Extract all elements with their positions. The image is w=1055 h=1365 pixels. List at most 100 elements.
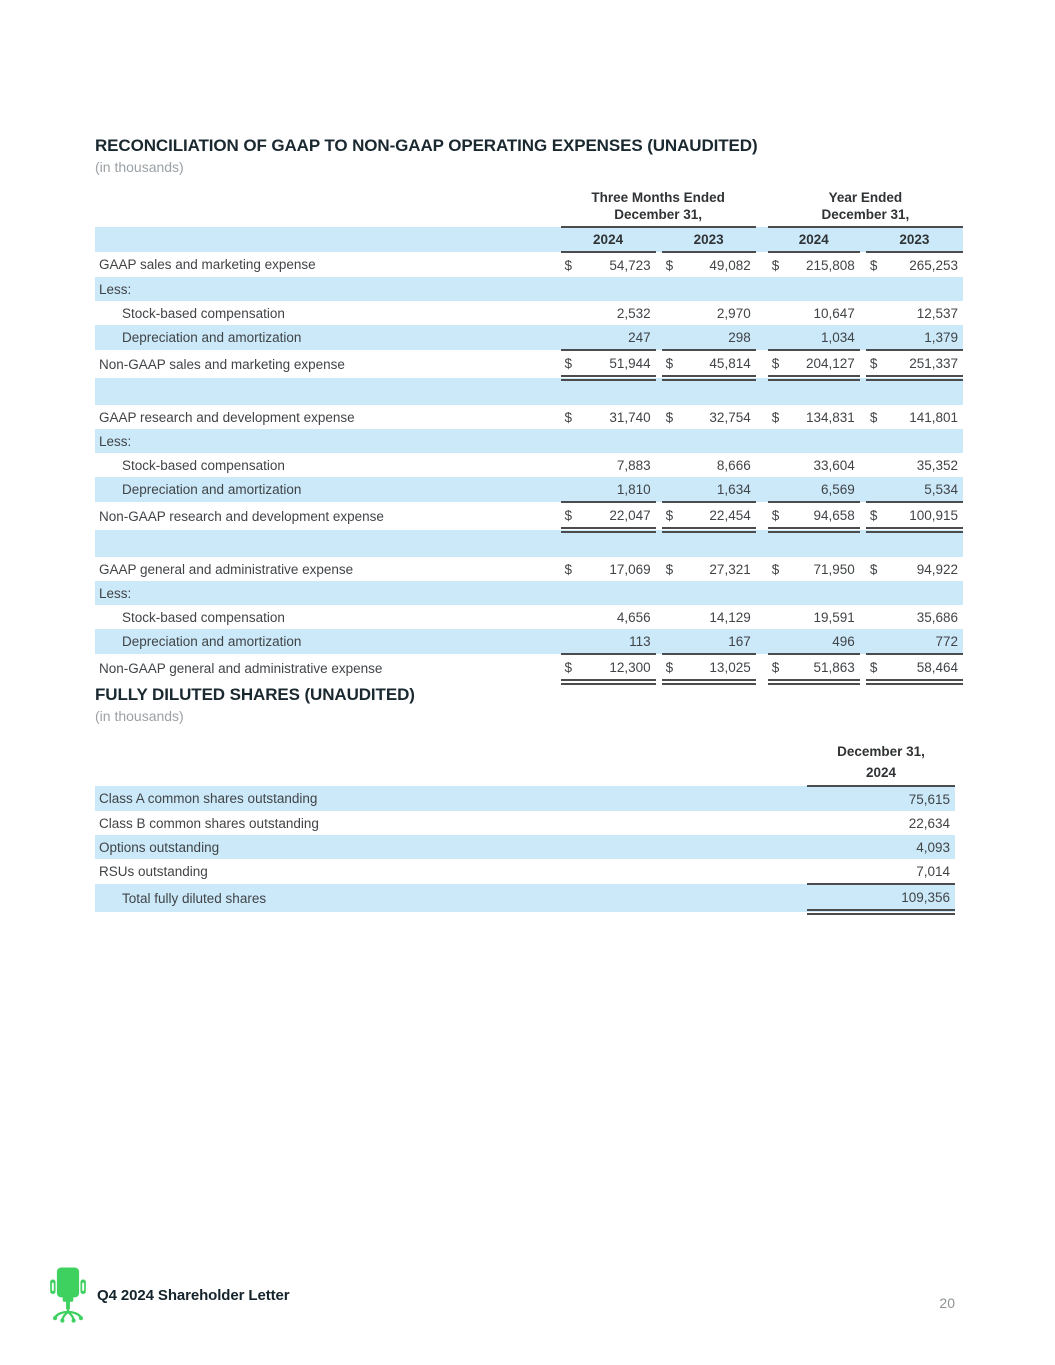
column-gap (756, 605, 768, 629)
shares-column-header: December 31, 2024 (807, 741, 955, 788)
value-cell: 75,615 (908, 791, 950, 807)
currency-cell: $ (661, 350, 680, 382)
value-cell: 2,532 (616, 305, 651, 321)
value-cell: 113 (578, 629, 656, 656)
currency-cell (768, 581, 786, 605)
col-header-line1: December 31, (837, 743, 925, 759)
value-cell: 27,321 (709, 561, 751, 577)
expense-row: GAAP general and administrative expense $… (95, 557, 963, 581)
empty-header-cell (95, 227, 561, 252)
currency-cell (768, 277, 786, 301)
value-cell (680, 581, 756, 605)
value-cell (579, 378, 656, 405)
value-cell: 51,944 (578, 350, 656, 382)
value-cell: 4,656 (616, 609, 651, 625)
column-gap (756, 502, 768, 530)
value-cell (884, 378, 963, 405)
gaap-reconciliation-table: Three Months Ended December 31, Year End… (95, 188, 963, 686)
value-cell: 141,801 (909, 409, 958, 425)
column-gap (756, 252, 768, 277)
currency-cell: $ (661, 502, 680, 534)
value-cell: 17,069 (609, 561, 651, 577)
value-cell: 8,666 (716, 457, 751, 473)
col-group-label-line2: December 31, (821, 206, 910, 222)
shares-row: Class A common shares outstanding 75,615 (95, 786, 955, 812)
value-cell: 772 (883, 629, 963, 656)
currency-cell: $ (564, 257, 573, 273)
expense-row: Depreciation and amortization 1,810 1,634 6… (95, 477, 963, 504)
column-gap (756, 629, 768, 654)
col-group-three-months: Three Months Ended December 31, (560, 188, 756, 229)
row-label: Total fully diluted shares (122, 890, 267, 906)
value-cell: 45,814 (679, 350, 756, 382)
value-cell: 13,025 (679, 654, 756, 686)
column-gap (756, 477, 768, 502)
currency-cell (662, 429, 680, 453)
row-label: GAAP research and development expense (99, 409, 355, 425)
value-cell (786, 277, 860, 301)
currency-cell (768, 378, 786, 405)
row-label: GAAP general and administrative expense (99, 561, 354, 577)
empty-header-cell (95, 189, 561, 228)
value-cell (579, 277, 656, 301)
value-cell: 33,604 (813, 457, 855, 473)
currency-cell (560, 325, 579, 352)
currency-cell: $ (767, 654, 786, 686)
expense-row: Less: (95, 429, 963, 454)
value-cell: 247 (578, 325, 656, 352)
currency-cell (767, 477, 786, 504)
expense-row: Stock-based compensation 7,883 8,666 33,604… (95, 453, 963, 477)
value-cell: 49,082 (709, 257, 751, 273)
currency-cell (866, 378, 884, 405)
expense-row: Depreciation and amortization 113 167 496 77… (95, 629, 963, 656)
column-gap (756, 557, 768, 581)
empty-header-cell (95, 742, 807, 787)
shares-table-body: Class A common shares outstanding 75,615 C… (95, 786, 955, 916)
value-cell (884, 581, 963, 605)
col-group-label-line1: Year Ended (828, 189, 903, 205)
currency-cell (768, 301, 786, 325)
office-chair-icon (50, 1267, 86, 1323)
year-header: 2024 (767, 227, 860, 254)
value-cell: 22,634 (908, 815, 950, 831)
row-label (95, 530, 561, 557)
currency-cell: $ (869, 561, 878, 577)
currency-cell: $ (665, 561, 674, 577)
currency-cell (866, 429, 884, 453)
value-cell: 4,093 (916, 839, 950, 855)
currency-cell: $ (560, 350, 579, 382)
value-cell (680, 530, 756, 557)
value-cell: 251,337 (883, 350, 963, 382)
currency-cell (662, 605, 680, 629)
shares-row: Options outstanding 4,093 (95, 835, 955, 860)
value-cell: 1,810 (578, 477, 656, 504)
value-cell: 22,454 (679, 502, 756, 534)
section1-title: RECONCILIATION OF GAAP TO NON-GAAP OPERA… (95, 136, 758, 155)
row-label: Depreciation and amortization (122, 330, 302, 346)
currency-cell (767, 325, 786, 352)
year-header: 2023 (865, 227, 963, 254)
expense-row: GAAP sales and marketing expense $54,723 $… (95, 252, 963, 277)
row-label: Stock-based compensation (122, 305, 285, 321)
currency-cell: $ (560, 502, 579, 534)
value-cell: 14,129 (709, 609, 751, 625)
value-cell: 1,034 (785, 325, 860, 352)
currency-cell (662, 378, 680, 405)
currency-cell (866, 301, 884, 325)
column-gap (756, 378, 768, 405)
value-cell: 31,740 (609, 409, 651, 425)
currency-cell: $ (564, 561, 573, 577)
value-cell (680, 429, 756, 453)
currency-cell: $ (665, 409, 674, 425)
value-cell: 10,647 (813, 305, 855, 321)
value-cell: 58,464 (883, 654, 963, 686)
currency-cell (561, 605, 579, 629)
value-cell (786, 429, 860, 453)
expense-row: Less: (95, 581, 963, 606)
fully-diluted-shares-table: December 31, 2024 Class A common shares … (95, 741, 955, 916)
currency-cell: $ (771, 257, 780, 273)
row-label: Less: (99, 585, 132, 601)
currency-cell (661, 477, 680, 504)
shares-row: RSUs outstanding 7,014 (95, 859, 955, 886)
currency-cell (560, 629, 579, 656)
